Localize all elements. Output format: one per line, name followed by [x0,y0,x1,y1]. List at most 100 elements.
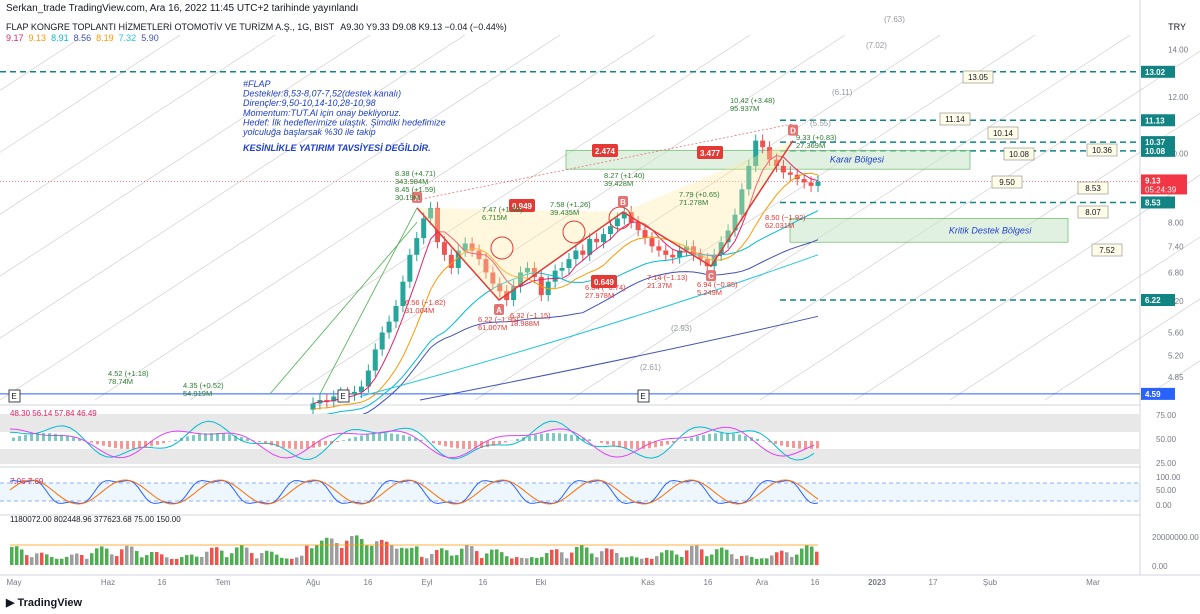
tradingview-brand[interactable]: ▶ TradingView [6,596,82,609]
volume-bar [620,557,624,565]
rsi-hist-bar [186,436,189,441]
rsi-hist-bar [372,433,375,441]
rsi-hist-bar [402,435,405,441]
volume-bar [765,558,769,565]
rsi-hist-bar [540,433,543,441]
candle-body-7 [358,386,364,392]
pattern-point-3: C [708,272,714,281]
candle-body-29 [511,286,517,301]
candle-body-48 [642,230,648,239]
pattern-point-bg-0 [412,191,422,203]
stoch-d-line [9,479,819,505]
rsi-hist-bar [48,433,51,441]
volume-bar [360,539,364,565]
candle-body-52 [670,254,676,258]
target-box-bg-0 [962,70,994,84]
rsi-hist-bar [210,433,213,441]
rsi-hist-bar [90,441,93,443]
price-tag-1: 11.13 [1145,116,1165,125]
annotation-14-0: 4.52 (+1.18) [108,369,149,378]
annotation-5-1: 95.937M [730,104,759,113]
annotation-3-0: 8.27 (+1.40) [604,171,645,180]
volume-bar [115,556,119,565]
rsi-hist-bar [708,433,711,441]
target-box-bg-7 [1077,205,1109,219]
volume-bar [720,547,724,565]
volume-bar [795,554,799,565]
volume-bar [730,554,734,565]
annotation-0-0: 8.38 (+4.71) [395,169,436,178]
volume-bar [775,552,779,565]
rsi-hist-bar [78,438,81,441]
candle-body-31 [524,267,530,273]
volume-bar [645,557,649,565]
candle-body-73 [815,181,821,186]
volume-bar [725,549,729,565]
volume-bar [680,557,684,565]
rsi-hist-bar [258,441,261,443]
candle-body-14 [407,254,413,282]
candle-body-0 [310,403,316,410]
pattern-point-bg-3 [706,270,716,282]
volume-bar [750,556,754,565]
rsi-hist-bar [648,441,651,449]
pattern-circle-0 [490,236,514,260]
rsi-hist-bar [486,441,489,448]
candle-body-30 [518,272,524,287]
brand-text: TradingView [17,597,83,609]
volume-bar [450,555,454,565]
volume-bar [540,557,544,565]
earnings-marker-bg-2 [637,389,650,403]
volume-bar [20,549,24,565]
candle-body-10 [379,332,385,350]
price-tag-bg-4 [1141,196,1175,209]
volume-bar [480,558,484,565]
volume-bar [790,556,794,565]
note-line-2: Dirençler:9,50-10,14-10,28-10,98 [243,98,376,108]
rsi-hist-bar [480,441,483,449]
volume-bar [365,545,369,565]
target-box-8: 7.52 [1099,246,1115,255]
volume-bar [110,554,114,565]
rsi-hist-bar [102,441,105,446]
candle-body-45 [621,212,627,219]
rsi-hist-bar [684,439,687,441]
target-box-3: 10.08 [1009,150,1030,159]
rsi-hist-bar [438,441,441,445]
rsi-hist-bar [282,441,285,448]
x-tick-5: 16 [364,578,373,587]
rsi-band-upper [0,414,1140,432]
candle-body-37 [566,259,572,268]
rsi-hist-bar [738,434,741,441]
note-line-1: Destekler:8,53-8,07-7,52(destek kanalı) [243,89,401,99]
rsi-hist-bar [192,435,195,441]
price-tag-4: 8.53 [1145,198,1161,207]
rsi-hist-bar [606,441,609,445]
pattern-point-4: D [790,127,796,136]
volume-bar [270,551,274,565]
price-tag-bg-3 [1141,144,1175,157]
volume-bar [280,557,284,565]
volume-bar [535,557,539,565]
rsi-hist-bar [36,433,39,441]
volume-bar [650,558,654,565]
volume-bar [530,557,534,565]
volume-bar [200,556,204,565]
volume-bar [145,555,149,565]
rsi-hist-bar [366,434,369,441]
channel-line [189,34,751,401]
rsi-band-lower [0,449,1140,464]
currency-label: TRY [1168,22,1186,32]
volume-bar [25,555,29,565]
volume-bar [745,555,749,565]
symbol-title: FLAP KONGRE TOPLANTI HİZMETLERİ OTOMOTİV… [6,22,511,32]
rsi-hist-bar [222,433,225,441]
note-line-5: yolculuğa başlarsak %30 ile takip [242,127,376,137]
channel-line [474,34,1036,401]
rsi-hist-bar [198,434,201,441]
volume-bar [320,540,324,565]
rsi-hist-bar [450,441,453,448]
fib-label-4: (2.93) [671,324,692,333]
rsi-hist-bar [360,435,363,441]
